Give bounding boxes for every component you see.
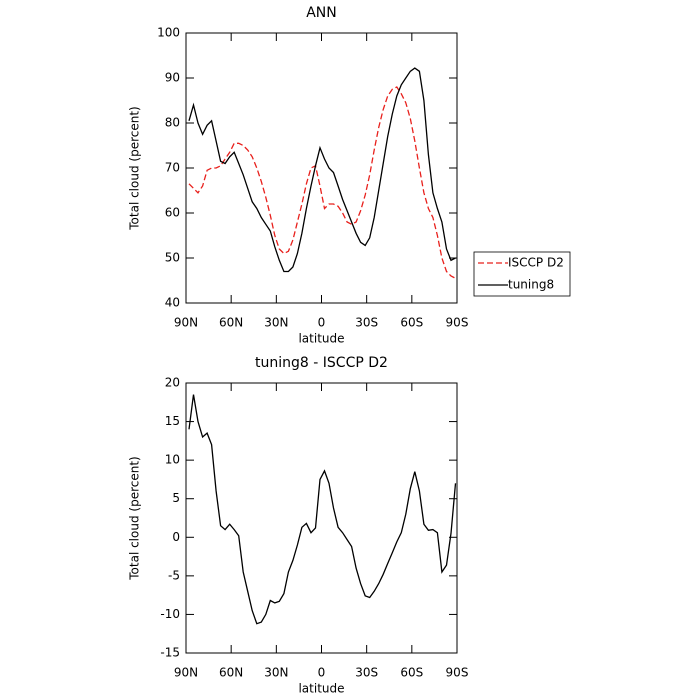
y-tick-label: 100 (157, 26, 180, 40)
y-axis-label: Total cloud (percent) (128, 106, 142, 230)
y-tick-label: -15 (160, 646, 180, 660)
y-tick-label: 15 (165, 414, 180, 428)
y-tick-label: -10 (160, 607, 180, 621)
plot-frame (185, 32, 458, 304)
legend-label: ISCCP D2 (508, 256, 564, 270)
x-tick-label: 60N (219, 666, 243, 680)
y-axis-label: Total cloud (percent) (128, 456, 142, 580)
y-tick-label: 90 (165, 71, 180, 85)
x-tick-label: 30S (355, 666, 378, 680)
chart-title: tuning8 - ISCCP D2 (255, 355, 388, 371)
x-tick-label: 90N (174, 316, 198, 330)
y-tick-label: 40 (165, 296, 180, 310)
legend-box (473, 251, 571, 297)
x-tick-label: 30N (264, 316, 288, 330)
data-line (188, 86, 456, 279)
x-tick-label: 0 (318, 316, 326, 330)
y-tick-label: 10 (165, 453, 180, 467)
y-tick-label: 60 (165, 206, 180, 220)
x-tick-label: 60S (400, 666, 423, 680)
x-axis-label: latitude (298, 332, 344, 346)
data-line (188, 394, 457, 625)
legend-label: tuning8 (508, 278, 554, 292)
y-tick-label: 50 (165, 251, 180, 265)
y-tick-label: 80 (165, 116, 180, 130)
x-tick-label: 90S (446, 666, 469, 680)
x-tick-label: 30N (264, 666, 288, 680)
chart-title: ANN (306, 5, 337, 21)
y-tick-label: 70 (165, 161, 180, 175)
y-tick-label: 0 (172, 530, 180, 544)
y-tick-label: 20 (165, 376, 180, 390)
x-axis-label: latitude (298, 682, 344, 696)
data-line (188, 67, 456, 273)
x-tick-label: 60N (219, 316, 243, 330)
x-tick-label: 90N (174, 666, 198, 680)
y-tick-label: -5 (168, 568, 180, 582)
x-tick-label: 90S (446, 316, 469, 330)
x-tick-label: 30S (355, 316, 378, 330)
x-tick-label: 0 (318, 666, 326, 680)
y-tick-label: 5 (172, 491, 180, 505)
plot-frame (185, 382, 458, 654)
x-tick-label: 60S (400, 316, 423, 330)
